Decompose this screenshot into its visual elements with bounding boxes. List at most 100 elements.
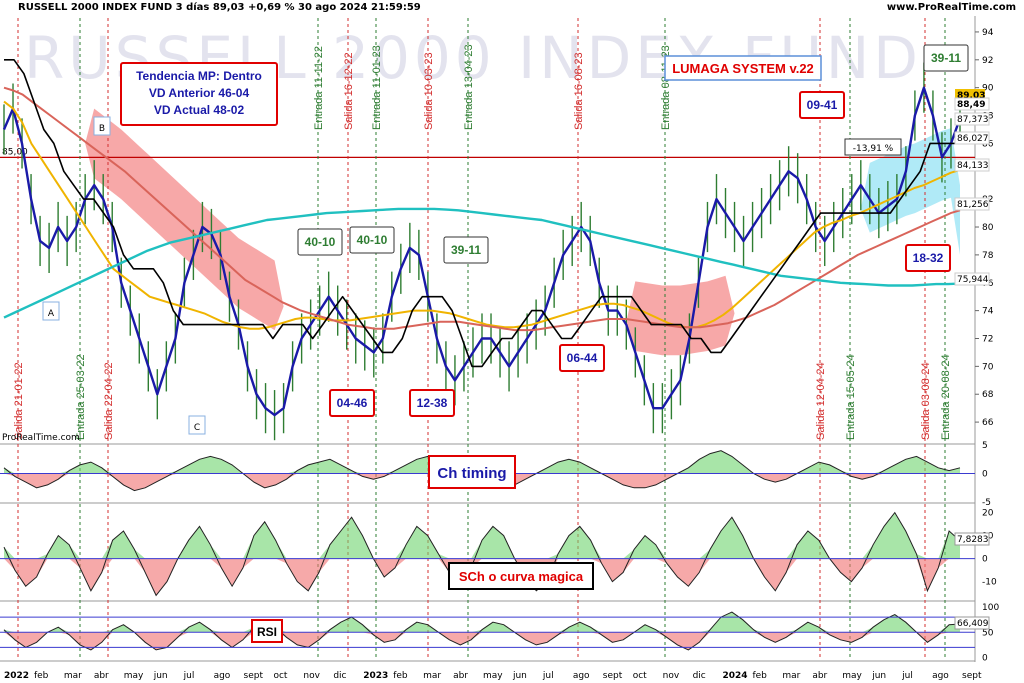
series-ma-short — [3, 100, 961, 330]
y-tick-label: 94 — [982, 28, 994, 38]
rsi-negative-area — [4, 632, 960, 650]
wave-letter-box — [188, 415, 206, 435]
signal-box — [799, 91, 845, 119]
rsi-value-tag — [954, 616, 990, 630]
rsi-tick: 50 — [982, 628, 994, 638]
value-tag — [954, 158, 990, 172]
signal-label: Entrada 11-01-23 — [371, 45, 383, 130]
pct-box-label: -13,91 % — [853, 144, 894, 154]
y-tick-label: 70 — [982, 362, 994, 372]
signal-box-label: 06-44 — [567, 351, 598, 365]
value-tag-label: 86,027 — [957, 134, 989, 144]
value-tag — [954, 272, 990, 286]
sch-tick: 20 — [982, 509, 994, 519]
rsi-line — [3, 611, 961, 651]
sch-tick: 0 — [982, 555, 988, 565]
y-tick-label: 92 — [982, 56, 993, 66]
ch-timing-title: Ch timing — [437, 465, 506, 482]
x-tick-label: abr — [94, 671, 109, 681]
x-tick-label: abr — [453, 671, 468, 681]
sch-value-tag — [954, 532, 990, 546]
signal-box — [349, 226, 395, 254]
value-tag-label: 75,944 — [957, 275, 989, 285]
y-tick-label: 80 — [982, 223, 994, 233]
x-tick-label: jun — [153, 671, 168, 681]
pct-box — [844, 138, 902, 156]
sch-last-value: 7,8283 — [957, 535, 989, 545]
signal-label: Salida 16-08-23 — [573, 52, 585, 130]
value-tag — [954, 97, 990, 111]
y-tick-label: 74 — [982, 307, 994, 317]
x-tick-label: oct — [273, 671, 287, 681]
x-tick-label: sept — [962, 671, 982, 681]
sch-line — [3, 511, 961, 597]
y-tick-label: 72 — [982, 334, 993, 344]
x-tick-label: dic — [693, 671, 706, 681]
sch-tick: -10 — [982, 578, 997, 588]
rsi-last-value: 66,409 — [957, 619, 989, 629]
signal-box — [905, 244, 951, 272]
x-tick-label: may — [842, 671, 862, 681]
wave-letter: C — [194, 423, 200, 433]
x-tick-label: feb — [752, 671, 767, 681]
series-ma-long — [3, 207, 961, 319]
signal-box-label: 09-41 — [807, 98, 838, 112]
value-tag-label: 81,256 — [957, 200, 989, 210]
wave-letter-box — [42, 301, 60, 321]
brand-label: ProRealTime.com — [2, 433, 80, 443]
signal-box-label: 39-11 — [451, 243, 481, 257]
current-price-label: 89,03 — [957, 91, 985, 101]
signal-box — [923, 44, 969, 72]
series-price — [2, 86, 962, 417]
value-tag — [954, 131, 990, 145]
x-tick-label: feb — [393, 671, 408, 681]
x-tick-label: jul — [542, 671, 554, 681]
rsi-title: RSI — [257, 625, 277, 639]
ch-timing-tick: 0 — [982, 470, 988, 480]
x-tick-label: oct — [633, 671, 647, 681]
wave-letter: A — [48, 309, 55, 319]
x-tick-label: dic — [333, 671, 346, 681]
x-tick-label: mar — [782, 671, 800, 681]
x-tick-label: jul — [183, 671, 195, 681]
signal-label: Entrada 13-04-23 — [463, 44, 475, 130]
wave-letter: B — [99, 124, 105, 134]
rsi-box — [251, 619, 283, 643]
x-tick-label: sept — [244, 671, 264, 681]
wave-letter-box — [93, 116, 111, 136]
x-tick-label: abr — [812, 671, 827, 681]
x-tick-label: ago — [214, 671, 231, 681]
ch-timing-tick: 5 — [982, 441, 988, 451]
signal-box — [559, 344, 605, 372]
series-black-line — [4, 59, 960, 368]
x-tick-label: may — [124, 671, 144, 681]
current-price-tag — [955, 89, 985, 100]
info-line: VD Anterior 46-04 — [149, 86, 250, 100]
signal-box — [297, 228, 343, 256]
resistance-label: 85,00 — [2, 147, 28, 157]
x-tick-label: 2024 — [723, 671, 748, 681]
signal-box — [409, 389, 455, 417]
x-tick-label: mar — [64, 671, 82, 681]
signal-label: Salida 03-08-24 — [920, 362, 932, 440]
x-tick-label: feb — [34, 671, 49, 681]
signal-label: Entrada 11-11-22 — [313, 46, 325, 130]
sch-box — [448, 562, 594, 590]
signal-label: Entrada 25-03-22 — [75, 354, 87, 440]
signal-label: Salida 10-03-23 — [423, 52, 435, 130]
x-tick-label: jul — [901, 671, 913, 681]
value-tag-label: 87,373 — [957, 115, 989, 125]
signal-box-label: 40-10 — [357, 233, 388, 247]
x-tick-label: may — [483, 671, 503, 681]
x-tick-label: mar — [423, 671, 441, 681]
x-tick-label: 2023 — [363, 671, 388, 681]
chart-title: RUSSELL 2000 INDEX FUND 3 días 89,03 +0,… — [18, 2, 421, 13]
info-line: VD Actual 48-02 — [154, 103, 245, 117]
y-tick-label: 68 — [982, 390, 994, 400]
site-label[interactable]: www.ProRealTime.com — [886, 2, 1016, 13]
signal-label: Salida 22-04-22 — [103, 362, 115, 440]
signal-label: Entrada 20-08-24 — [940, 354, 952, 440]
rsi-tick: 100 — [982, 603, 999, 613]
y-tick-label: 66 — [982, 418, 994, 428]
